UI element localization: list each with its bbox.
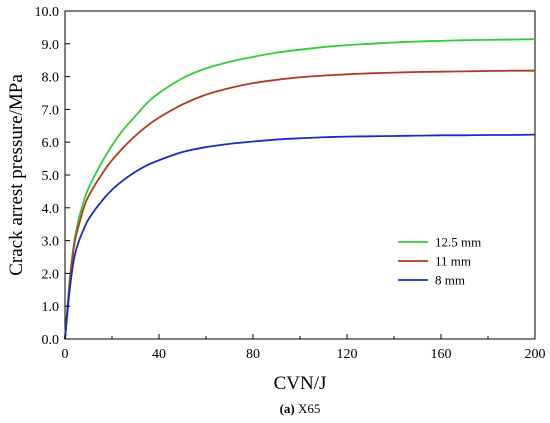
y-tick-label: 5.0 — [42, 169, 60, 184]
series-line-0 — [64, 38, 536, 340]
plot-area: 0 40 80 120 160 200 0.0 1.0 2.0 3.0 4.0 5.0 6.0 7.0 8.… — [35, 5, 546, 362]
series-layer — [64, 38, 536, 340]
y-tick-label: 6.0 — [42, 136, 60, 151]
legend: 12.5 mm 11 mm 8 mm — [398, 235, 481, 288]
figure-caption: (a) X65 — [280, 401, 321, 416]
x-axis-title: CVN/J — [274, 373, 327, 394]
legend-label: 11 mm — [435, 254, 471, 269]
y-tick-label: 7.0 — [42, 103, 60, 118]
x-tick-label: 40 — [152, 347, 166, 362]
y-tick-label: 4.0 — [42, 202, 60, 217]
series-line-1 — [64, 69, 536, 340]
y-tick-label: 2.0 — [42, 267, 60, 282]
y-axis-title: Crack arrest pressure/MPa — [6, 74, 27, 276]
x-tick-label: 200 — [525, 347, 546, 362]
y-tick-label: 1.0 — [42, 300, 60, 315]
y-tick-label: 9.0 — [42, 38, 60, 53]
y-tick-label: 8.0 — [42, 71, 60, 86]
x-tick-label: 160 — [431, 347, 452, 362]
legend-label: 12.5 mm — [435, 235, 481, 250]
caption-text: X65 — [295, 401, 321, 416]
x-tick-label: 0 — [62, 347, 69, 362]
y-tick-label: 10.0 — [35, 5, 60, 20]
y-tick-label: 0.0 — [42, 333, 60, 348]
series-line-2 — [64, 133, 536, 340]
caption-prefix: (a) — [280, 401, 295, 416]
ticks-layer: 0 40 80 120 160 200 0.0 1.0 2.0 3.0 4.0 5.0 6.0 7.0 8.… — [35, 5, 546, 362]
y-tick-label: 3.0 — [42, 235, 60, 250]
plot-frame — [64, 10, 536, 340]
x-tick-label: 80 — [246, 347, 260, 362]
legend-label: 8 mm — [435, 273, 465, 288]
x-tick-label: 120 — [337, 347, 358, 362]
